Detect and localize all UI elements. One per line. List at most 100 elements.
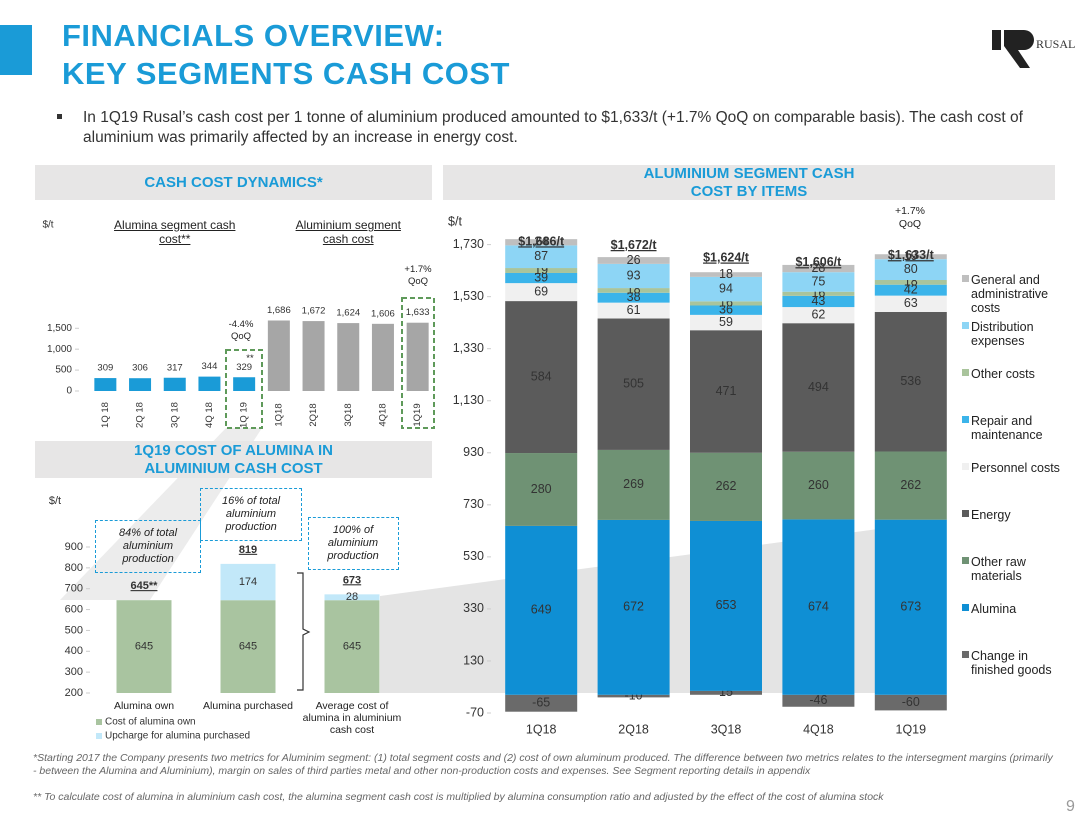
value-label: -65 [532,696,550,710]
y-tick-label: 400 [65,645,83,657]
legend-label: Alumina [971,602,1017,616]
bar-segment [782,307,855,324]
bar-segment [690,276,762,302]
page-title: KEY SEGMENTS CASH COST [62,56,510,91]
y-axis-label: $/t [448,214,462,228]
value-label: 69 [534,284,548,298]
bar-segment [597,318,670,450]
value-label: 24 [534,235,548,249]
legend-label: Other raw materials [971,555,1026,583]
bar-segment [690,305,762,315]
y-tick-label: 900 [65,541,83,553]
section-header: 1Q19 COST OF ALUMINA IN ALUMINIUM CASH C… [35,441,432,478]
y-tick-label: 530 [463,549,484,563]
value-label: 28 [346,591,358,603]
bar-segment [690,330,762,453]
value-label: 39 [534,270,548,284]
total-label: 645** [131,580,159,592]
y-tick-label: 1,530 [453,289,484,303]
legend-swatch [962,557,969,564]
y-tick-label: 730 [463,497,484,511]
x-tick-label: 1Q19 [412,403,423,426]
section-header: CASH COST DYNAMICS* [35,165,432,200]
total-label: $1,686/t [518,234,565,248]
legend-label: Cost of alumina own [105,717,196,728]
value-label: 280 [531,482,552,496]
footnote: ** To calculate cost of alumina in alumi… [33,791,884,803]
y-tick-label: 1,130 [453,393,484,407]
bar-segment [505,525,578,695]
bar-segment [116,600,172,693]
bar-segment [505,694,578,712]
y-tick-label: 200 [65,687,83,699]
value-label: 673 [900,600,921,614]
value-label: 317 [167,362,183,373]
bar-segment [505,301,578,454]
total-label: $1,606/t [795,255,842,269]
x-tick-label: 3Q18 [343,403,354,426]
legend-swatch [962,416,969,423]
value-label: 306 [132,363,148,374]
value-label: 584 [531,369,552,383]
y-tick-label: 600 [65,603,83,615]
value-label: 62 [811,307,825,321]
page-title: FINANCIALS OVERVIEW: [62,18,445,53]
chart-title: 1Q19 COST OF ALUMINA IN ALUMINIUM CASH C… [134,441,333,477]
bar-segment [324,600,380,693]
bar-segment [690,452,762,521]
bar-segment [597,302,670,319]
value-label: 309 [97,363,113,374]
value-label: 471 [716,384,737,398]
value-label: 87 [534,249,548,263]
annotation: +1.7% QoQ [894,205,926,230]
value-label: 329 [236,362,252,373]
legend-swatch [962,322,969,329]
x-tick-label: Alumina purchased [203,700,293,712]
logo-text: RUSAL [1036,37,1075,51]
bar-segment [220,563,276,601]
value-label: 672 [623,600,644,614]
total-label: $1,633/t [888,248,935,262]
value-label: 63 [904,296,918,310]
legend-label: Distribution expenses [971,320,1034,348]
value-label: 645 [135,640,153,652]
x-tick-label: 4Q 18 [204,402,215,428]
y-tick-label: 800 [65,562,83,574]
bar-segment [874,451,947,520]
value-label: 43 [811,294,825,308]
bar-segment [782,295,855,308]
value-label: 674 [808,599,829,613]
y-tick-label: -70 [466,705,484,719]
bar-segment [874,295,947,313]
bar-segment [220,600,276,693]
bar-segment [690,272,762,277]
legend-label: Change in finished goods [971,649,1052,677]
bar-segment [874,259,947,281]
value-label: 1,624 [336,308,360,319]
value-label: 1,633 [406,307,430,318]
bullet-text: In 1Q19 Rusal’s cash cost per 1 tonne of… [83,109,1023,146]
bar-segment [782,451,855,520]
bar-segment [505,283,578,302]
legend-swatch [96,733,102,739]
value-label: 18 [719,267,733,281]
annotation: ** [246,353,254,364]
bar-segment [874,519,947,695]
total-label: 819 [239,544,257,556]
bar-segment [505,245,578,269]
bar-segment [505,272,578,284]
section-header: ALUMINIUM SEGMENT CASH COST BY ITEMS [443,165,1055,200]
x-tick-label: 1Q18 [526,722,557,736]
legend-swatch [962,604,969,611]
legend-label: Personnel costs [971,461,1060,475]
value-label: 494 [808,380,829,394]
value-label: 645 [239,640,257,652]
legend-label: Other costs [971,367,1035,381]
value-label: 19 [904,249,918,263]
x-tick-label: 2Q18 [308,403,319,426]
bar [267,320,290,391]
legend-swatch [962,651,969,658]
total-label: $1,672/t [611,238,658,252]
x-tick-label: Alumina own [113,700,175,712]
